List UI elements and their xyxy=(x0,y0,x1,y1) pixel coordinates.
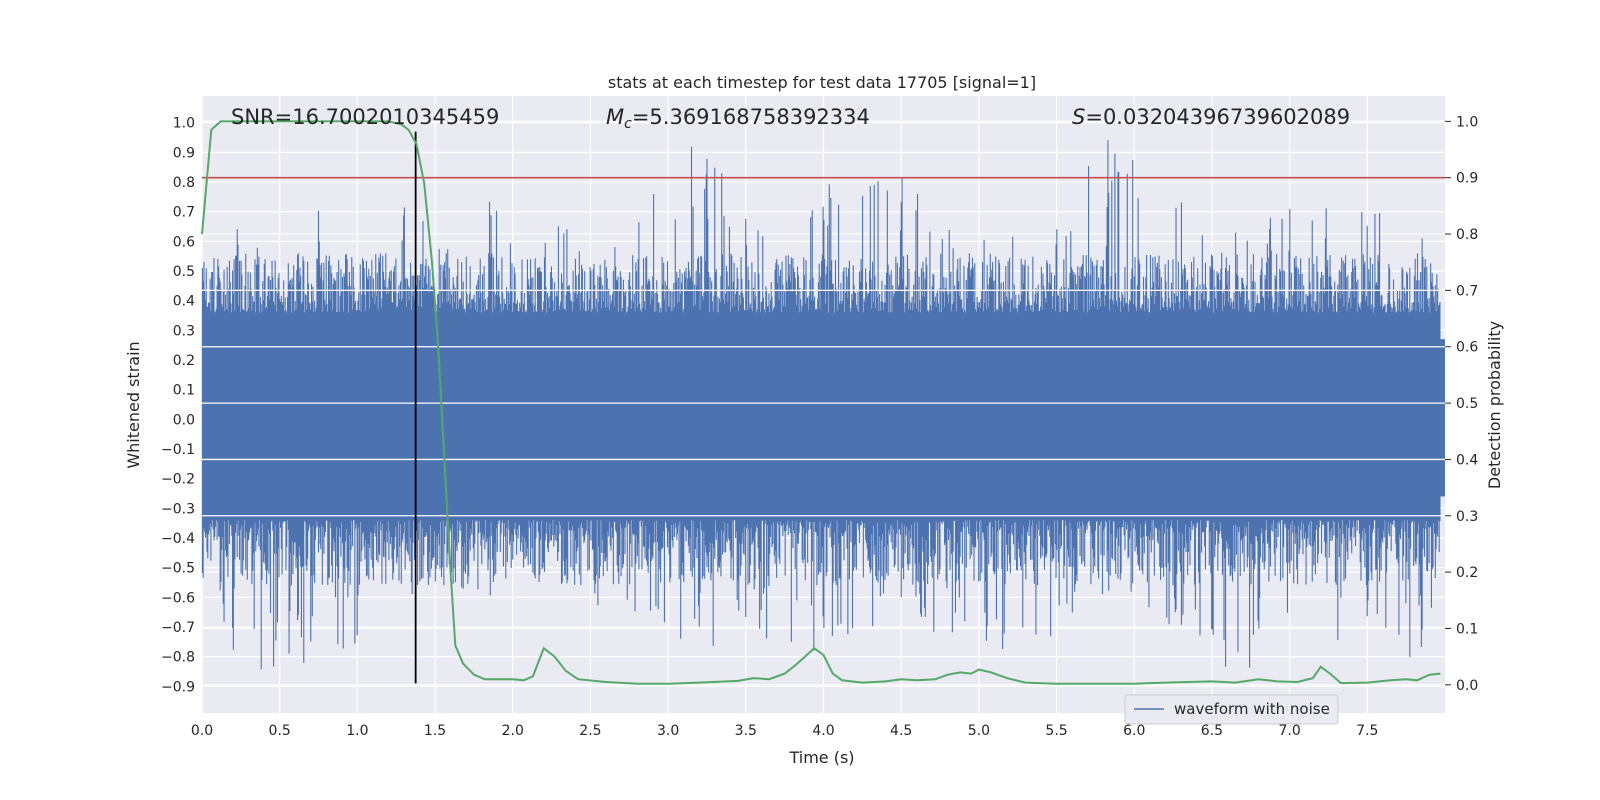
x-tick-label: 2.5 xyxy=(579,723,601,739)
y-tick-label: 0.7 xyxy=(173,205,195,221)
x-tick-label: 0.0 xyxy=(191,723,213,739)
detection-probability-line xyxy=(201,120,1441,685)
y-tick-label: 0.5 xyxy=(173,264,195,280)
x-tick-label: 6.5 xyxy=(1201,723,1223,739)
y2-tick-label: 0.2 xyxy=(1456,565,1478,581)
chirp-mass-annotation: Mc=5.369168758392334 xyxy=(606,105,870,132)
y-tick-label: 0.8 xyxy=(173,175,195,191)
y-tick-label: −0.1 xyxy=(161,442,195,458)
y2-tick-label: 0.4 xyxy=(1456,452,1478,468)
chirp-mass-symbol: M xyxy=(606,105,624,129)
chirp-mass-subscript: c xyxy=(624,116,632,132)
y-tick-label: −0.4 xyxy=(161,531,195,547)
legend-label-waveform: waveform with noise xyxy=(1174,700,1330,718)
y2-tick-label: 0.7 xyxy=(1456,283,1478,299)
overlay-layer xyxy=(201,120,1445,685)
waveform-dense-band xyxy=(202,339,1445,497)
ticks-layer: 0.0 0.5 1.0 1.5 2.0 2.5 3.0 3.5 4.0 4.5 5.0 5.5 6.0 6… xyxy=(161,114,1478,739)
s-symbol: S xyxy=(1072,105,1085,129)
y-tick-label: 0.4 xyxy=(173,294,195,310)
x-tick-label: 4.5 xyxy=(890,723,912,739)
s-value: =0.03204396739602089 xyxy=(1085,105,1350,129)
y2-axis-label: Detection probability xyxy=(1485,321,1504,489)
legend-box xyxy=(1124,694,1339,725)
x-tick-label: 5.5 xyxy=(1045,723,1067,739)
y-tick-label: −0.9 xyxy=(161,679,195,695)
y-tick-label: −0.2 xyxy=(161,472,195,488)
y-tick-label: 0.3 xyxy=(173,323,195,339)
y-tick-label: 0.2 xyxy=(173,353,195,369)
legend: waveform with noise xyxy=(1124,694,1339,725)
y2-tick-label: 0.8 xyxy=(1456,227,1478,243)
x-tick-label: 5.0 xyxy=(968,723,990,739)
y-tick-label: −0.6 xyxy=(161,590,195,606)
y-tick-label: −0.8 xyxy=(161,650,195,666)
x-tick-label: 1.0 xyxy=(346,723,368,739)
x-tick-label: 1.5 xyxy=(424,723,446,739)
y-tick-label: −0.5 xyxy=(161,561,195,577)
waveform-layer xyxy=(201,140,1445,670)
y2-tick-label: 0.3 xyxy=(1456,509,1478,525)
x-tick-label: 6.0 xyxy=(1123,723,1145,739)
y2-tick-label: 0.1 xyxy=(1456,621,1478,637)
x-axis-label: Time (s) xyxy=(788,748,854,767)
y-tick-label: −0.7 xyxy=(161,620,195,636)
y2-tick-label: 0.5 xyxy=(1456,396,1478,412)
y2-tick-label: 1.0 xyxy=(1456,114,1478,130)
s-annotation: S=0.03204396739602089 xyxy=(1072,105,1350,129)
y2-tick-label: 0.6 xyxy=(1456,340,1478,356)
x-tick-label: 3.0 xyxy=(657,723,679,739)
y2-tick-label: 0.9 xyxy=(1456,171,1478,187)
y-tick-label: 0.6 xyxy=(173,234,195,250)
x-tick-label: 3.5 xyxy=(735,723,757,739)
snr-annotation: SNR=16.7002010345459 xyxy=(231,105,499,129)
x-tick-label: 7.5 xyxy=(1356,723,1378,739)
x-tick-label: 0.5 xyxy=(269,723,291,739)
y2-tick-label: 0.0 xyxy=(1456,678,1478,694)
y-tick-label: −0.3 xyxy=(161,501,195,517)
y-axis-label: Whitened strain xyxy=(124,341,143,468)
y-tick-label: 0.0 xyxy=(173,412,195,428)
y-tick-label: 0.9 xyxy=(173,145,195,161)
y-tick-label: 0.1 xyxy=(173,383,195,399)
x-tick-label: 2.0 xyxy=(502,723,524,739)
chirp-mass-value: =5.369168758392334 xyxy=(632,105,870,129)
x-tick-label: 7.0 xyxy=(1278,723,1300,739)
y-tick-label: 1.0 xyxy=(173,116,195,132)
chart-title: stats at each timestep for test data 177… xyxy=(608,73,1036,92)
x-tick-label: 4.0 xyxy=(812,723,834,739)
